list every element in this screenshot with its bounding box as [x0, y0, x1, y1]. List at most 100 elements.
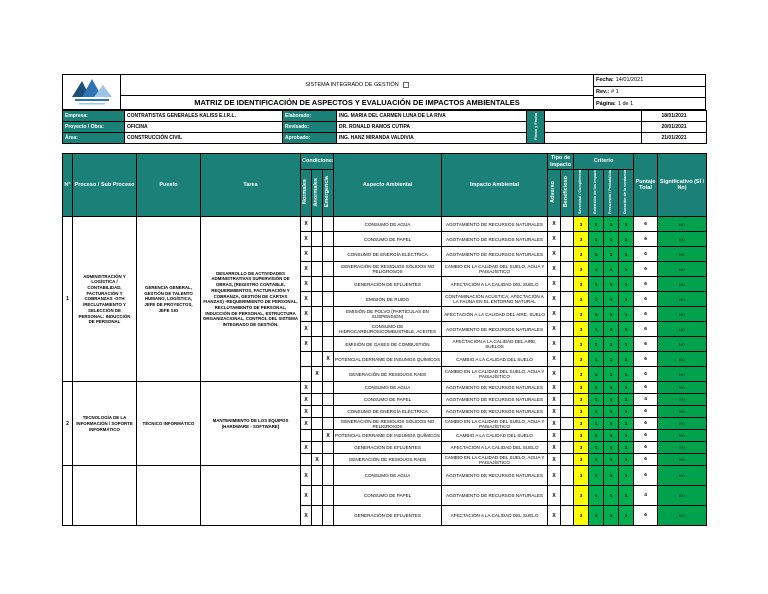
matrix-row: X CONSUMO DE AGUA AGOTAMIENTO DE RECURSOS … [62, 465, 708, 527]
significativo-cell: NO [657, 366, 708, 383]
beneficioso-mark-cell [560, 429, 575, 443]
col-criterio3-header: Frecuencia / Probabilidad [603, 168, 620, 218]
condition-mark-cell [311, 276, 323, 293]
criterio-value-cell: 1 [588, 393, 605, 407]
significativo-cell: NO [657, 405, 708, 419]
aspecto-ambiental-cell: CONSUMO DE ENERGÍA ELÉCTRICA [333, 405, 443, 419]
condition-mark-cell: X [300, 231, 312, 248]
area-label: Área: [62, 132, 125, 144]
col-puesto-header: Puesto [136, 152, 201, 218]
condition-mark-cell [311, 485, 323, 507]
condition-mark-cell: X [321, 351, 335, 368]
adverso-mark-cell: X [547, 366, 562, 383]
criterio-value-cell: 1 [618, 306, 635, 323]
criterio-value-cell: 1 [618, 381, 635, 395]
criterio-value-cell: 1 [618, 405, 635, 419]
beneficioso-mark-cell [560, 485, 575, 507]
puntaje-total-cell: 6 [633, 336, 659, 353]
aspecto-ambiental-cell: EMISIÓN DE RUIDO [333, 291, 443, 308]
condition-mark-cell [311, 246, 323, 263]
criterio-value-cell: 1 [588, 231, 605, 248]
criterio-value-cell: 1 [618, 321, 635, 338]
col-puntaje-header: Puntaje Total [633, 152, 659, 218]
matrix-row: X EMISIÓN DE POLVO (PARTÍCULAS EN SUSPENS… [63, 306, 708, 323]
pagina-value: 1 de 1 [617, 100, 634, 107]
impacto-ambiental-cell: AGOTAMIENTO DE RECURSOS NATURALES [441, 321, 549, 338]
condition-mark-cell [300, 366, 312, 383]
col-criterio4-header: Duración de la contaminación [618, 168, 635, 218]
col-tarea-header: Tarea [200, 152, 301, 218]
matrix-row: X CONSUMO DE PAPEL AGOTAMIENTO DE RECURSOS… [63, 393, 708, 407]
adverso-label: Adverso [550, 180, 557, 203]
criterio-value-cell: 3 [573, 393, 590, 407]
criterio-value-cell: 1 [618, 465, 635, 487]
document: SISTEMA INTEGRADO DE GESTIÓN MATRIZ DE I… [62, 74, 708, 527]
criterio-value-cell: 1 [603, 306, 620, 323]
criterio-value-cell: 3 [573, 261, 590, 278]
criterio-value-cell: 1 [588, 351, 605, 368]
condition-mark-cell [311, 336, 323, 353]
col-emergencia-header: Emergencia [321, 168, 335, 218]
matrix-row: X GENERACIÓN DE RESIDUOS RAEE CAMBIO EN LA… [63, 366, 708, 383]
adverso-mark-cell: X [547, 405, 562, 419]
system-title: SISTEMA INTEGRADO DE GESTIÓN [305, 82, 399, 88]
condition-mark-cell: X [321, 429, 335, 443]
beneficioso-mark-cell [560, 261, 575, 278]
info-table: Empresa: CONTRATISTAS GENERALES KALISS E… [62, 110, 707, 144]
col-beneficioso-header: Beneficioso [560, 168, 575, 218]
criterio-value-cell: 1 [588, 453, 605, 467]
col-criterio-header: Criterio [573, 153, 635, 170]
col-adverso-header: Adverso [547, 168, 562, 218]
significativo-cell: NO [657, 453, 708, 467]
aspecto-ambiental-cell: CONSUMO DE PAPEL [333, 393, 443, 407]
condition-mark-cell [311, 465, 323, 487]
checkbox-icon [402, 82, 409, 88]
impacto-ambiental-cell: AGOTAMIENTO DE RECURSOS NATURALES [441, 465, 549, 487]
condition-mark-cell: X [311, 366, 323, 383]
criterio-value-cell: 1 [603, 246, 620, 263]
puntaje-total-cell: 6 [633, 321, 659, 338]
condition-mark-cell [311, 405, 323, 419]
col-normales-header: Normales [300, 168, 312, 218]
condition-mark-cell: X [300, 216, 312, 233]
criterio-value-cell: 3 [573, 441, 590, 455]
criterio-value-cell: 3 [573, 366, 590, 383]
aspecto-ambiental-cell: POTENCIAL DERRAME DE INSUMOS QUÍMICOS [333, 429, 443, 443]
puesto-cell [136, 465, 201, 527]
condition-mark-cell [321, 393, 335, 407]
significativo-cell: NO [657, 321, 708, 338]
impacto-ambiental-cell: CAMBIO EN LA CALIDAD DEL SUELO, AGUA Y P… [441, 261, 549, 278]
criterio3-label: Frecuencia / Probabilidad [608, 169, 613, 214]
condition-mark-cell [321, 417, 335, 431]
col-impacto-header: Impacto Ambiental [441, 152, 549, 218]
document-header: SISTEMA INTEGRADO DE GESTIÓN MATRIZ DE I… [62, 74, 706, 110]
firma-fecha-label: Firma y Fecha [532, 112, 538, 140]
criterio-value-cell: 1 [618, 453, 635, 467]
adverso-mark-cell: X [547, 231, 562, 248]
criterio-value-cell: 1 [603, 366, 620, 383]
condition-mark-cell [311, 417, 323, 431]
condition-mark-cell [321, 453, 335, 467]
condition-mark-cell [311, 429, 323, 443]
significativo-cell: NO [657, 216, 708, 233]
condition-mark-cell: X [300, 276, 312, 293]
aspecto-ambiental-cell: GENERACIÓN DE RESIDUOS RAEE [333, 366, 443, 383]
matrix-row: X CONSUMO DE PAPEL AGOTAMIENTO DE RECURSOS… [63, 231, 708, 248]
criterio-value-cell: 1 [588, 429, 605, 443]
beneficioso-mark-cell [560, 366, 575, 383]
matrix-row: X CONSUMO DE PAPEL AGOTAMIENTO DE RECURSOS… [63, 485, 708, 507]
adverso-mark-cell: X [547, 505, 562, 527]
info-row: Proyecto / Obra: OFICINA Revisado: DR. R… [62, 121, 707, 133]
criterio-value-cell: 1 [588, 505, 605, 527]
criterio-value-cell: 1 [588, 381, 605, 395]
col-proceso-header: Proceso / Sub Proceso [72, 152, 137, 218]
impacto-ambiental-cell: AGOTAMIENTO DE RECURSOS NATURALES [441, 485, 549, 507]
impacto-ambiental-cell: CAMBIO EN LA CALIDAD DEL SUELO, AGUA Y P… [441, 417, 549, 431]
condition-mark-cell: X [300, 405, 312, 419]
criterio-value-cell: 1 [588, 417, 605, 431]
puntaje-total-cell: 6 [633, 276, 659, 293]
criterio-value-cell: 1 [603, 485, 620, 507]
criterio-value-cell: 3 [573, 485, 590, 507]
criterio-value-cell: 1 [618, 485, 635, 507]
document-title: MATRIZ DE IDENTIFICACIÓN DE ASPECTOS Y E… [121, 95, 593, 109]
